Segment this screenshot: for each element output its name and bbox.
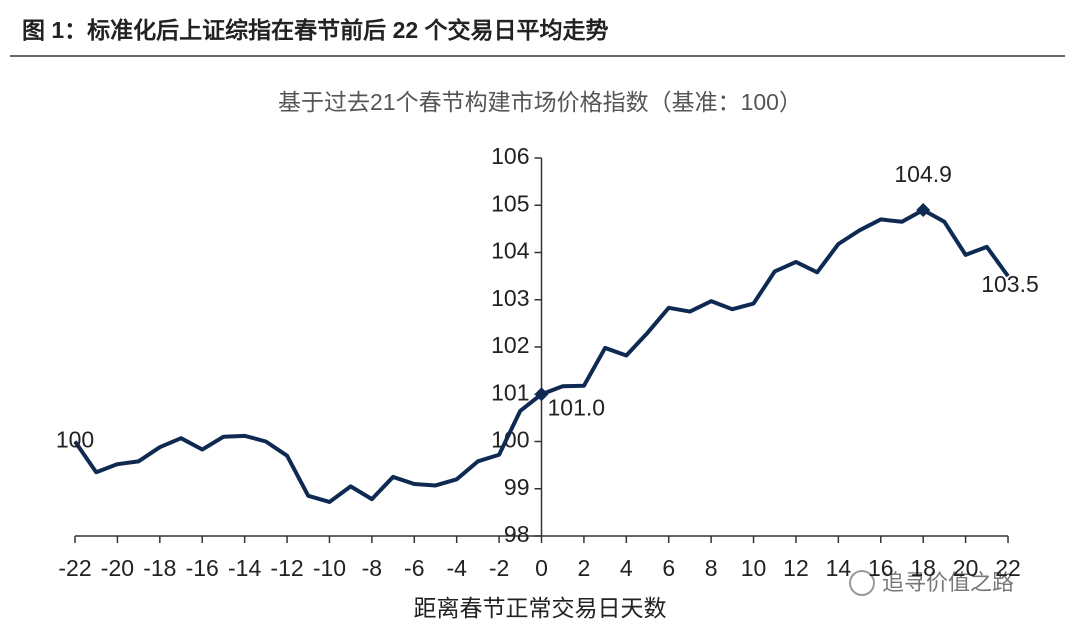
x-tick-label: 12 [783, 555, 809, 581]
x-tick-label: 4 [620, 555, 633, 581]
x-tick-label: -12 [270, 555, 303, 581]
y-tick-label: 104 [491, 238, 530, 264]
data-label: 100 [56, 427, 94, 453]
data-label: 104.9 [894, 161, 952, 187]
x-tick-label: 8 [705, 555, 718, 581]
x-tick-label: 6 [662, 555, 675, 581]
watermark: 追寻价值之路 [882, 570, 1014, 595]
chart-title: 图 1：标准化后上证综指在春节前后 22 个交易日平均走势 [22, 17, 609, 43]
y-tick-label: 105 [491, 190, 529, 216]
y-tick-label: 103 [491, 285, 529, 311]
x-tick-label: 10 [741, 555, 767, 581]
x-tick-label: -6 [404, 555, 424, 581]
data-label: 101.0 [548, 394, 606, 420]
x-tick-label: -22 [58, 555, 91, 581]
x-tick-label: -4 [446, 555, 467, 581]
x-tick-label: 18 [910, 555, 936, 581]
y-tick-label: 99 [504, 474, 530, 500]
x-tick-label: -16 [186, 555, 219, 581]
x-tick-label: 16 [868, 555, 894, 581]
data-label: 103.5 [981, 271, 1039, 297]
x-tick-label: -18 [143, 555, 176, 581]
y-tick-label: 101 [491, 379, 529, 405]
x-tick-label: -14 [228, 555, 261, 581]
y-tick-label: 98 [504, 521, 530, 547]
x-tick-label: 20 [953, 555, 979, 581]
y-tick-label: 106 [491, 143, 529, 169]
x-tick-label: -2 [489, 555, 509, 581]
x-tick-label: 0 [535, 555, 548, 581]
x-tick-label: 14 [826, 555, 852, 581]
marker [916, 202, 931, 217]
x-tick-label: 22 [995, 555, 1021, 581]
x-tick-label: 2 [578, 555, 591, 581]
x-axis-label: 距离春节正常交易日天数 [414, 595, 667, 621]
x-tick-label: -8 [362, 555, 382, 581]
watermark-icon [849, 570, 875, 596]
x-tick-label: -10 [313, 555, 346, 581]
chart-subtitle: 基于过去21个春节构建市场价格指数（基准：100） [278, 89, 802, 115]
x-tick-label: -20 [101, 555, 134, 581]
y-tick-label: 102 [491, 332, 529, 358]
marker [534, 387, 549, 402]
